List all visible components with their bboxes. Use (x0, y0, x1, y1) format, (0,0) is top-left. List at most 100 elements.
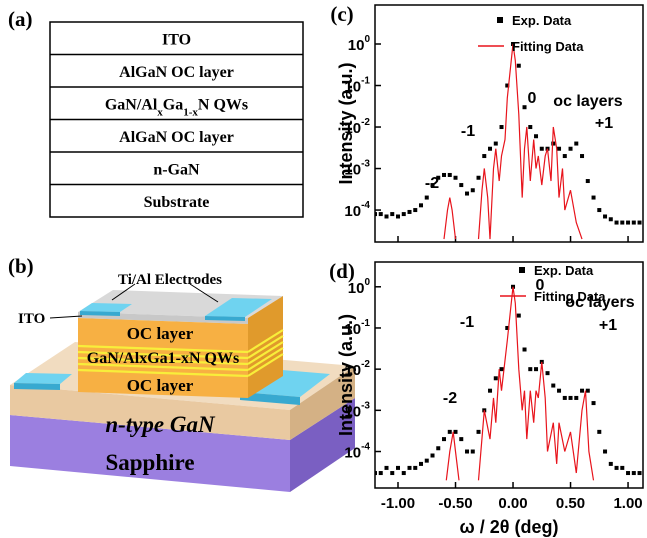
data-point (540, 147, 544, 151)
layer-label: GaN/AlxGa1-xN QWs (87, 350, 239, 367)
data-point (580, 154, 584, 158)
data-point (390, 471, 394, 475)
data-point (402, 212, 406, 216)
data-point (494, 376, 498, 380)
x-tick-label: -1.00 (381, 495, 415, 512)
data-point (574, 396, 578, 400)
layer-name: AlGaN OC layer (119, 64, 234, 81)
data-point (396, 214, 400, 218)
data-point (609, 217, 613, 221)
legend-swatch (519, 267, 525, 273)
xrd-chart: (c)10-410-310-210-1100Intensity (a.u.)Ex… (330, 2, 643, 242)
y-axis-label: Intensity (a.u.) (336, 62, 356, 184)
layer-stack: ITOAlGaN OC layerGaN/AlxGa1-xN QWsAlGaN … (50, 22, 303, 217)
data-point (425, 459, 429, 463)
data-point (615, 221, 619, 225)
legend-label: Exp. Data (512, 13, 572, 28)
fit-line (444, 44, 582, 239)
layer-label: OC layer (127, 376, 194, 395)
tick-exponent: 0 (364, 277, 370, 288)
data-point (488, 389, 492, 393)
data-point (408, 466, 412, 470)
data-point (431, 454, 435, 458)
tick-exponent: -1 (361, 76, 370, 87)
data-point (592, 401, 596, 405)
data-point (638, 471, 642, 475)
data-point (442, 173, 446, 177)
layer-name: AlGaN OC layer (119, 129, 234, 146)
data-point (419, 203, 423, 207)
data-point (534, 367, 538, 371)
y-tick-label: 10-4 (344, 200, 370, 220)
x-tick-label: 1.00 (613, 495, 642, 512)
tick-exponent: -3 (361, 159, 370, 170)
data-point (557, 147, 561, 151)
electrode (14, 383, 60, 390)
data-point (413, 466, 417, 470)
data-point (442, 437, 446, 441)
data-point (471, 450, 475, 454)
tick-exponent: -4 (361, 200, 370, 211)
data-point (546, 371, 550, 375)
data-point (373, 471, 377, 475)
text-part: GaN/Al (105, 96, 158, 113)
data-point (517, 314, 521, 318)
legend-swatch (497, 17, 503, 23)
layer-label: Sapphire (105, 450, 194, 475)
data-point (396, 466, 400, 470)
data-point (373, 212, 377, 216)
data-point (379, 471, 383, 475)
x-axis-label: ω / 2θ (deg) (460, 517, 559, 537)
data-point (580, 389, 584, 393)
data-point (385, 214, 389, 218)
tick-base: 10 (344, 445, 361, 462)
annotation: 0 (536, 277, 545, 294)
annotation: +1 (595, 115, 613, 132)
data-point (620, 221, 624, 225)
data-point (379, 212, 383, 216)
tick-exponent: -1 (361, 318, 370, 329)
data-point (494, 142, 498, 146)
data-point (459, 183, 463, 187)
data-point (551, 142, 555, 146)
pointer (50, 316, 82, 318)
y-tick-label: 100 (348, 34, 371, 54)
data-point (557, 389, 561, 393)
layer-name: ITO (162, 31, 191, 48)
legend-label: Fitting Data (512, 39, 584, 54)
data-point (390, 212, 394, 216)
data-point (569, 396, 573, 400)
data-point (402, 471, 406, 475)
annotation: -2 (443, 390, 457, 407)
tick-exponent: -3 (361, 400, 370, 411)
layer-label: OC layer (127, 324, 194, 343)
data-point (454, 430, 458, 434)
data-point (477, 430, 481, 434)
tick-exponent: -4 (361, 442, 370, 453)
data-point (574, 142, 578, 146)
data-point (408, 210, 412, 214)
data-point (419, 462, 423, 466)
legend-label: Exp. Data (534, 263, 594, 278)
data-point (517, 64, 521, 68)
figure: (a) ITOAlGaN OC layerGaN/AlxGa1-xN QWsAl… (0, 0, 647, 538)
annotation: 0 (528, 90, 537, 107)
data-point (632, 221, 636, 225)
x-tick-label: 0.00 (498, 495, 527, 512)
data-point (459, 437, 463, 441)
data-point (620, 466, 624, 470)
data-point (632, 471, 636, 475)
data-point (626, 221, 630, 225)
layer-name: Substrate (144, 194, 210, 211)
x-tick-label: -0.50 (438, 495, 472, 512)
annotation: -1 (461, 123, 475, 140)
annotation: oc layers (565, 294, 634, 311)
tick-base: 10 (348, 280, 365, 297)
y-axis-label: Intensity (a.u.) (336, 314, 356, 436)
data-point (523, 105, 527, 109)
data-point (488, 147, 492, 151)
x-tick-label: 0.50 (556, 495, 585, 512)
tick-exponent: -2 (361, 117, 370, 128)
data-point (609, 462, 613, 466)
